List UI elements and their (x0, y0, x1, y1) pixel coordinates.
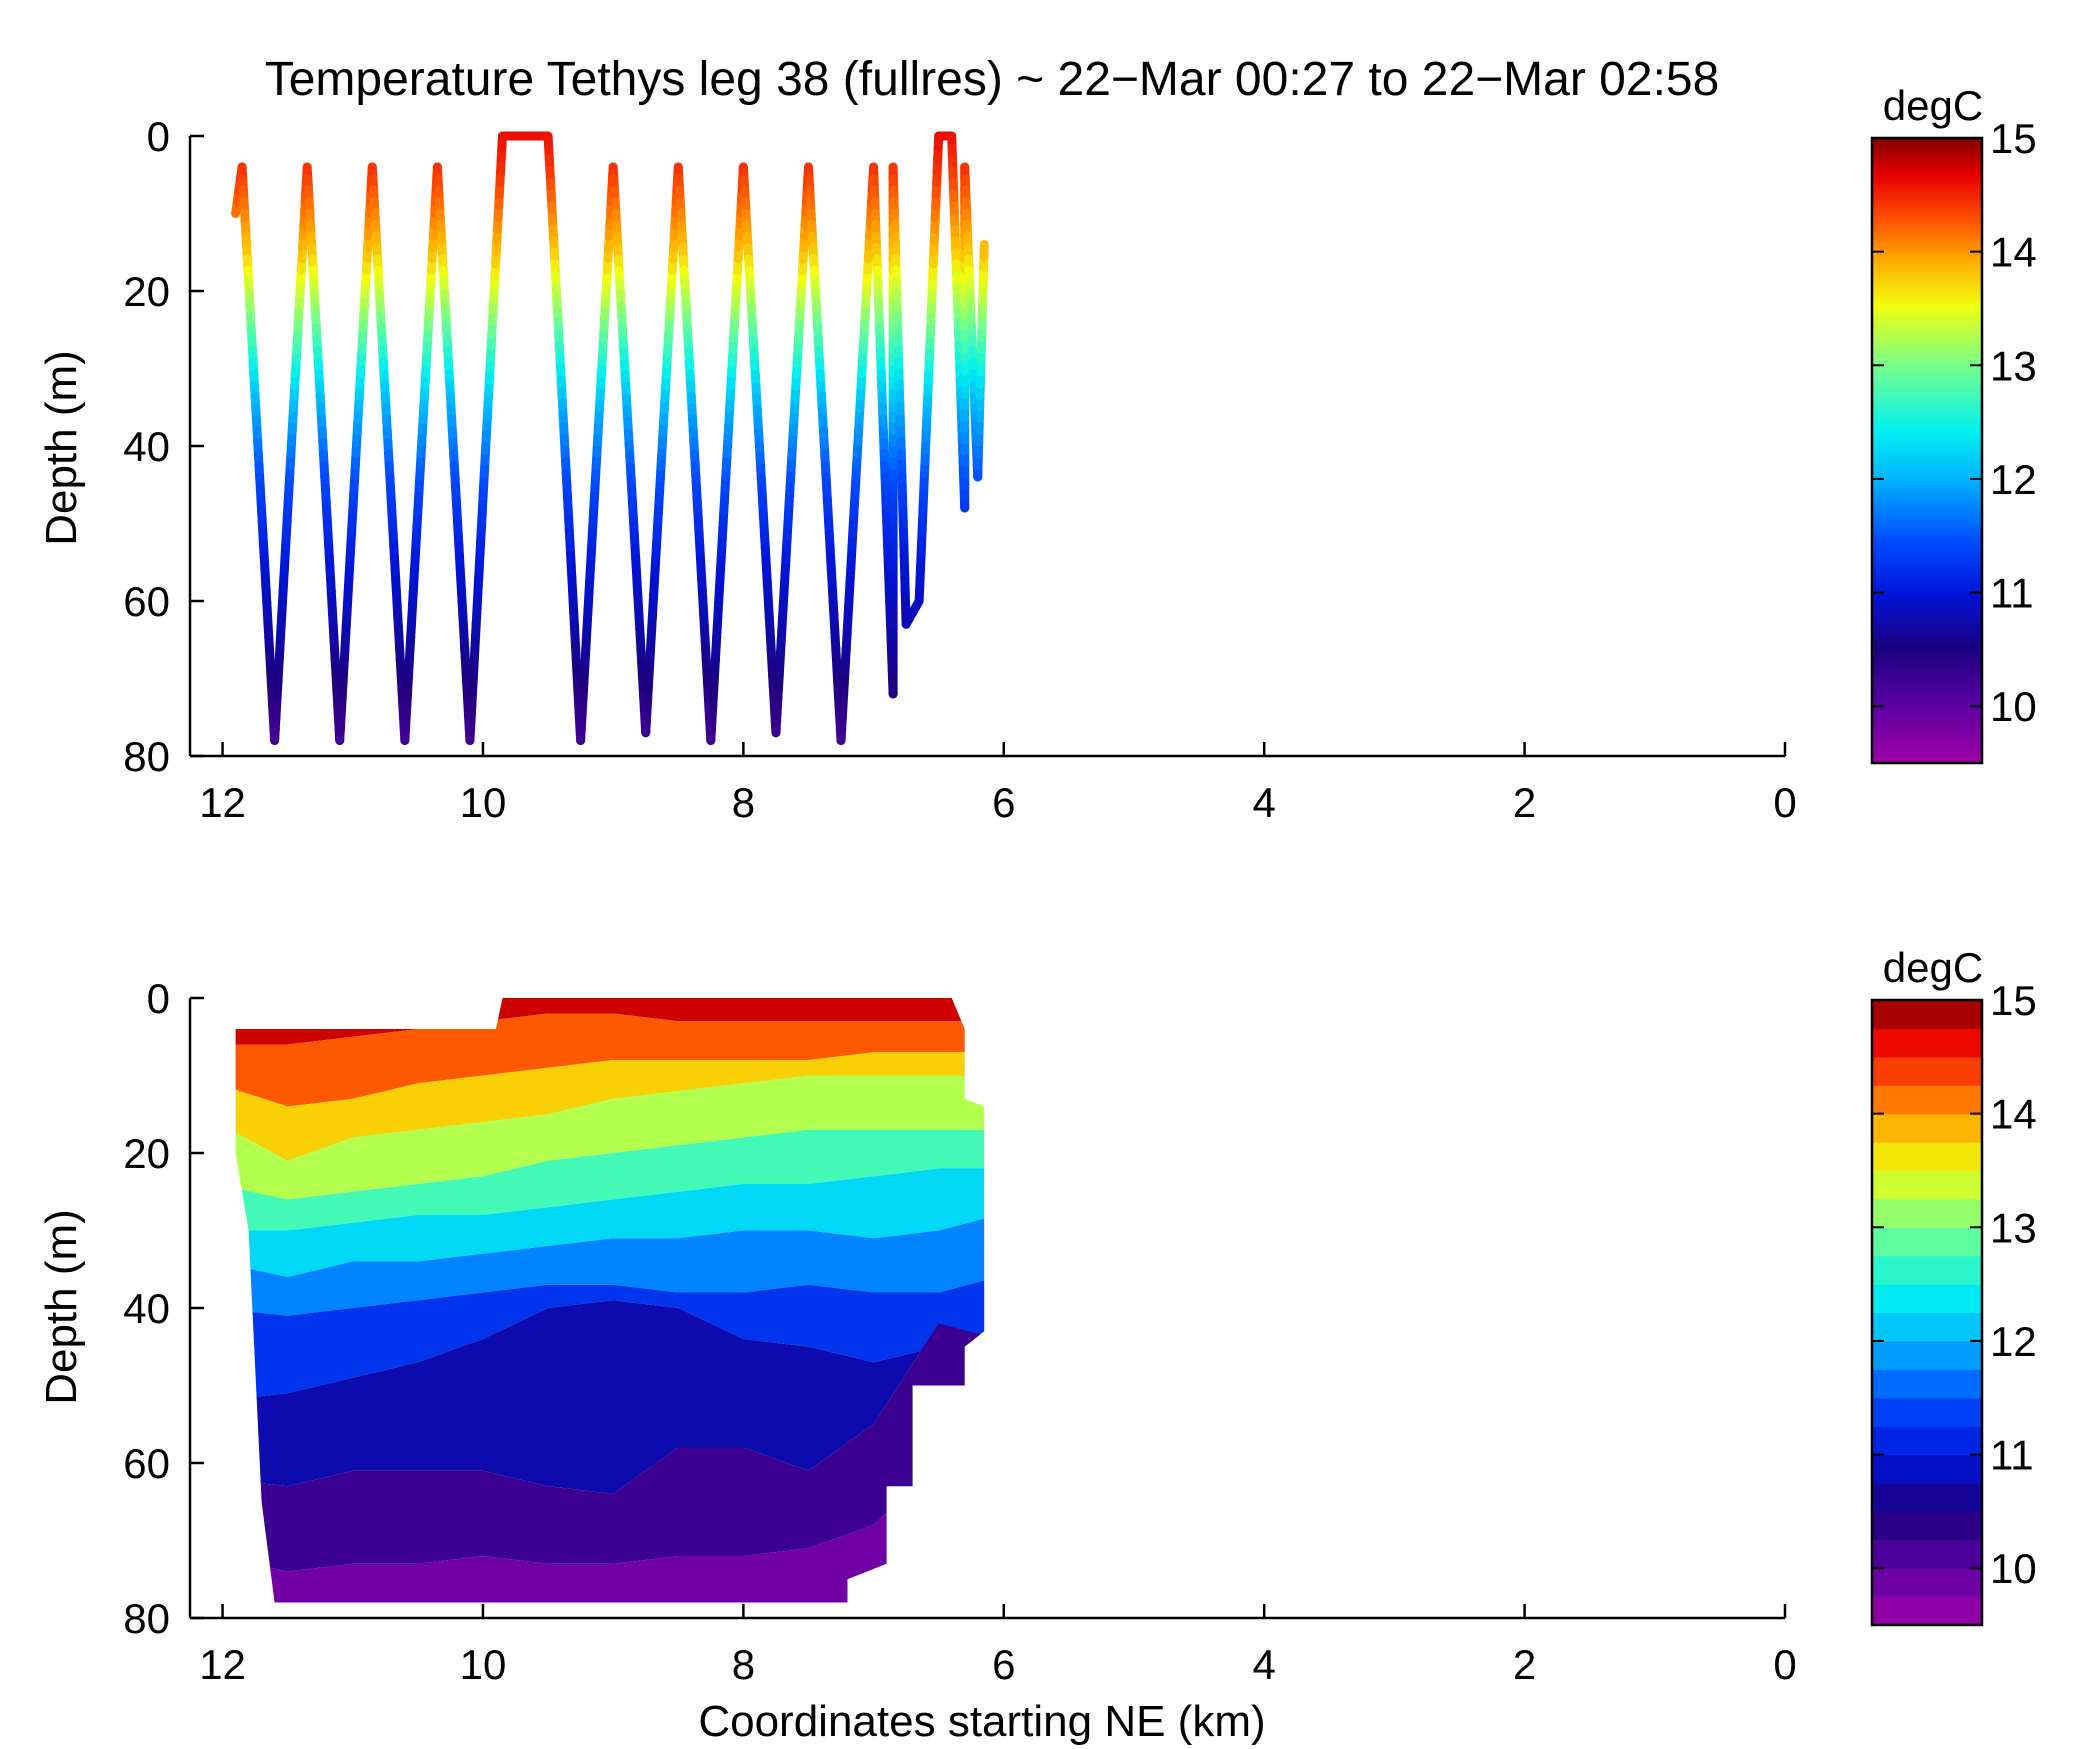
x-tick-label: 10 (460, 1641, 507, 1688)
colorbar-band (1872, 1000, 1982, 1030)
bottom-ylabel: Depth (m) (37, 1209, 86, 1405)
temperature-band (235, 1300, 985, 1494)
x-tick-label: 10 (460, 779, 507, 826)
temperature-band (235, 1129, 985, 1231)
x-tick-label: 4 (1253, 779, 1276, 826)
x-tick-label: 8 (732, 779, 755, 826)
colorbar-frame (1870, 136, 1984, 765)
colorbar-tick-label: 11 (1990, 1432, 2034, 1479)
colorbar-band (1872, 1482, 1982, 1512)
y-tick-label: 40 (123, 1285, 170, 1332)
temperature-band (235, 1075, 985, 1200)
y-tick-label: 20 (123, 1130, 170, 1177)
colorbar-tick-label: 10 (1990, 1545, 2037, 1592)
figure-title: Temperature Tethys leg 38 (fullres) ~ 22… (265, 53, 1720, 106)
x-tick-label: 2 (1513, 779, 1536, 826)
contour-fill (235, 998, 985, 1603)
colorbar-band (1872, 1028, 1982, 1058)
colorbar-tick-label: 11 (1990, 570, 2034, 617)
colorbar-tick-label: 10 (1990, 683, 2037, 730)
x-tick-label: 4 (1253, 1641, 1276, 1688)
colorbar-band (1872, 1397, 1982, 1427)
y-tick-label: 60 (123, 578, 170, 625)
colorbar-label: degC (1883, 944, 1983, 991)
colorbar-band (1872, 1198, 1982, 1228)
colorbar-tick-label: 14 (1990, 1091, 2037, 1138)
colorbar-band (1872, 1340, 1982, 1370)
colorbar-band (1872, 1085, 1982, 1115)
temperature-band (235, 1424, 985, 1603)
colorbar-band (1872, 1539, 1982, 1569)
x-tick-label: 0 (1773, 779, 1796, 826)
y-tick-label: 80 (123, 1595, 170, 1642)
y-tick-label: 60 (123, 1440, 170, 1487)
colorbar-frame (1870, 998, 1984, 1627)
colorbar-band (1872, 1056, 1982, 1086)
colorbar-band (1872, 1511, 1982, 1541)
y-tick-label: 20 (123, 268, 170, 315)
colorbar-tick-label: 13 (1990, 342, 2037, 389)
temperature-band (235, 1277, 985, 1401)
x-tick-label: 8 (732, 1641, 755, 1688)
colorbar-band (1872, 1227, 1982, 1257)
top-ylabel: Depth (m) (37, 350, 86, 546)
y-tick-label: 0 (147, 975, 170, 1022)
temperature-band (235, 1168, 985, 1277)
temperature-band (235, 1013, 985, 1107)
colorbar-band (1872, 1369, 1982, 1399)
colorbar-band (1872, 1596, 1982, 1626)
colorbar-tick-label: 14 (1990, 229, 2037, 276)
colorbar-band (1872, 1284, 1982, 1314)
temperature-band (235, 1323, 985, 1572)
colorbar-tick-label: 15 (1990, 115, 2037, 162)
temperature-band (235, 1052, 985, 1161)
y-tick-label: 80 (123, 733, 170, 780)
x-tick-label: 6 (992, 779, 1015, 826)
x-tick-label: 0 (1773, 1641, 1796, 1688)
temperature-band (235, 1215, 985, 1316)
y-tick-label: 40 (123, 423, 170, 470)
colorbar-tick-label: 15 (1990, 977, 2037, 1024)
colorbar-band (1872, 1568, 1982, 1598)
bottom-xlabel: Coordinates starting NE (km) (698, 1697, 1265, 1746)
colorbar-tick-label: 13 (1990, 1204, 2037, 1251)
colorbar-band (1872, 1426, 1982, 1456)
x-tick-label: 12 (199, 1641, 246, 1688)
colorbar-tick-label: 12 (1990, 1318, 2037, 1365)
colorbar-band (1872, 1170, 1982, 1200)
colorbar-gradient (1872, 138, 1982, 763)
colorbar-label: degC (1883, 82, 1983, 129)
colorbar-tick-label: 12 (1990, 456, 2037, 503)
profile-tracks (231, 131, 989, 745)
colorbar-band (1872, 1454, 1982, 1484)
x-tick-label: 6 (992, 1641, 1015, 1688)
y-tick-label: 0 (147, 113, 170, 160)
colorbar-band (1872, 1142, 1982, 1172)
x-tick-label: 2 (1513, 1641, 1536, 1688)
colorbar-band (1872, 1113, 1982, 1143)
colorbar-band (1872, 1312, 1982, 1342)
colorbar-band (1872, 1255, 1982, 1285)
x-tick-label: 12 (199, 779, 246, 826)
